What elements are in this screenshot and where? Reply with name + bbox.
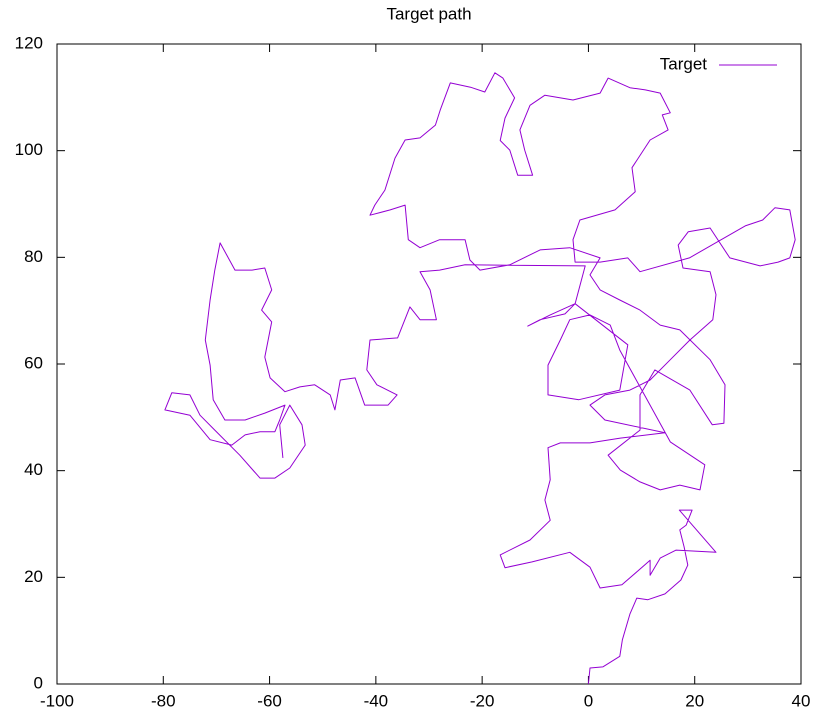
y-tick-label: 40: [24, 460, 43, 479]
y-tick-label: 20: [24, 567, 43, 586]
y-tick-label: 80: [24, 247, 43, 266]
legend-label: Target: [660, 54, 708, 73]
y-tick-label: 120: [15, 33, 43, 52]
x-tick-label: 0: [584, 691, 593, 710]
y-tick-label: 60: [24, 353, 43, 372]
series-line: [164, 72, 796, 685]
chart-title: Target path: [386, 4, 471, 23]
x-tick-label: 20: [685, 691, 704, 710]
x-tick-label: -40: [364, 691, 389, 710]
x-tick-label: 40: [792, 691, 811, 710]
x-tick-label: -80: [151, 691, 176, 710]
y-tick-label: 100: [15, 140, 43, 159]
x-tick-label: -60: [257, 691, 282, 710]
y-tick-label: 0: [34, 673, 43, 692]
plot-border: [56, 43, 802, 685]
x-tick-label: -100: [40, 691, 74, 710]
x-tick-label: -20: [470, 691, 495, 710]
